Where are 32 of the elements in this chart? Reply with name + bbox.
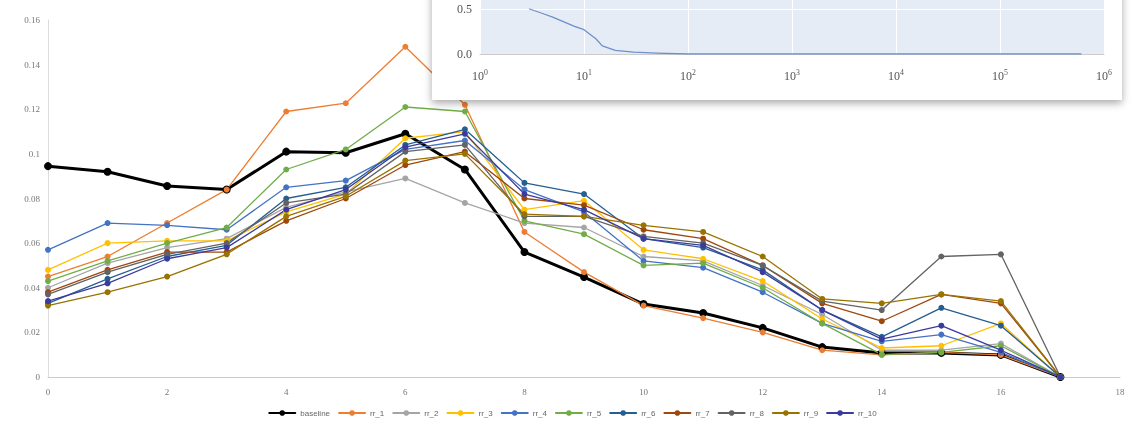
legend-label: rr_7	[695, 408, 711, 418]
x-tick-label: 8	[522, 386, 528, 397]
y-tick-label: 0.02	[24, 327, 40, 338]
x-tick-label: 14	[877, 386, 887, 397]
legend-label: baseline	[300, 408, 331, 418]
x-tick-label: 16	[996, 386, 1006, 397]
y-tick-label: 0	[35, 372, 41, 382]
legend-label: rr_6	[641, 408, 656, 418]
x-tick-label: 10	[639, 386, 649, 397]
y-tick-label: 0.5	[457, 2, 472, 16]
y-tick-label: 0.1	[28, 148, 40, 159]
legend-label: rr_2	[424, 408, 440, 418]
x-tick-label: 2	[164, 386, 170, 397]
y-tick-label: 0.0	[457, 47, 472, 61]
x-tick-label: 6	[403, 386, 409, 397]
legend-label: rr_4	[532, 408, 548, 418]
y-tick-label: 0.08	[24, 193, 41, 204]
legend-label: rr_9	[803, 408, 819, 418]
legend-label: rr_3	[478, 408, 494, 418]
x-tick-label: 12	[758, 386, 768, 397]
legend-label: rr_5	[586, 408, 602, 418]
x-tick-label: 4	[283, 386, 289, 397]
x-tick-label: 18	[1115, 386, 1125, 397]
y-tick-label: 0.14	[24, 59, 41, 70]
y-tick-label: 0.12	[24, 104, 40, 115]
legend-label: rr_8	[749, 408, 765, 418]
x-tick-label: 0	[45, 386, 51, 397]
y-tick-label: 0.06	[24, 238, 41, 249]
y-tick-label: 0.04	[24, 282, 41, 293]
legend-label: rr_10	[858, 408, 878, 418]
y-tick-label: 0.16	[24, 15, 41, 25]
legend-label: rr_1	[370, 408, 385, 418]
